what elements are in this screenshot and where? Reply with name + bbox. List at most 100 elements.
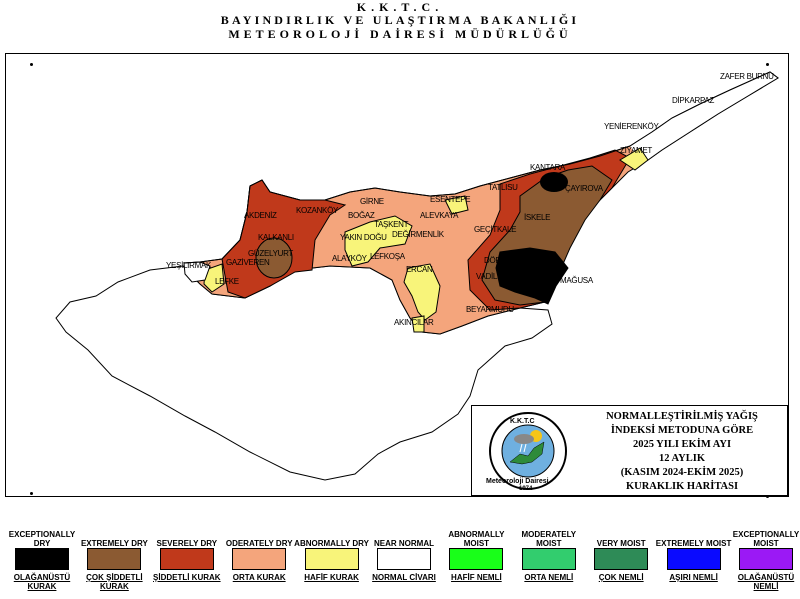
legend-item: VERY MOIST ÇOK NEMLİ	[581, 526, 661, 582]
place-label: YEŞİLIRMAK	[166, 261, 212, 270]
place-label: LEFKE	[215, 277, 239, 286]
corner-marker	[766, 495, 769, 498]
legend-item: EXCEPTIONALLY DRY OLAĞANÜSTÜ KURAK	[2, 526, 82, 591]
legend-item: EXTREMELY DRY ÇOK ŞİDDETLİ KURAK	[74, 526, 154, 591]
place-label: BOĞAZ	[348, 211, 375, 220]
place-label: KANTARA	[530, 163, 566, 172]
place-label: DÖRTYOL	[484, 256, 521, 265]
corner-marker	[30, 492, 33, 495]
legend-swatch	[15, 548, 69, 570]
info-line: İNDEKSİ METODUNA GÖRE	[610, 425, 754, 436]
legend-item: MODERATELY MOIST ORTA NEMLİ	[509, 526, 589, 582]
legend-item: ABNORMALLY DRY HAFİF KURAK	[292, 526, 372, 582]
header-line-1: K.K.T.C.	[356, 0, 444, 14]
place-label: KOZANKÖY	[296, 206, 339, 215]
legend-turkish-label: ORTA NEMLİ	[524, 573, 574, 582]
kantara-exceptionally-dry	[540, 172, 568, 192]
legend-item: ODERATELY DRY ORTA KURAK	[219, 526, 299, 582]
place-label: YAKIN DOĞU	[340, 233, 387, 242]
info-line: NORMALLEŞTİRİLMİŞ YAĞIŞ	[606, 411, 758, 422]
legend-turkish-label: ŞİDDETLİ KURAK	[153, 573, 221, 582]
place-label: ERCAN	[406, 265, 433, 274]
info-line: (KASIM 2024-EKİM 2025)	[620, 467, 744, 478]
place-label: YENİERENKÖY	[604, 122, 659, 131]
place-label: ZİYAMET	[620, 146, 652, 155]
info-line: 2025 YILI EKİM AYI	[632, 439, 732, 450]
place-label: KALKANLI	[258, 233, 294, 242]
legend-english-label: ABNORMALLY MOIST	[448, 530, 505, 548]
legend-english-label: NEAR NORMAL	[374, 539, 434, 548]
place-label: ÇAYIROVA	[565, 184, 603, 193]
legend-swatch	[304, 548, 359, 570]
place-label: TATLISU	[488, 183, 518, 192]
legend-swatch	[87, 548, 142, 570]
guzelyurt-extremely-dry	[255, 237, 293, 279]
place-label: AKDENİZ	[244, 211, 277, 220]
legend-turkish-label: NORMAL CİVARI	[372, 573, 436, 582]
place-label: GEÇİTKALE	[474, 225, 517, 234]
legend-english-label: EXTREMELY DRY	[80, 539, 148, 548]
place-label: MAĞUSA	[560, 276, 593, 285]
legend-item: EXTREMELY MOIST AŞIRI NEMLİ	[654, 526, 734, 582]
place-label: GÜZELYURT	[248, 249, 294, 258]
map-frame	[5, 53, 789, 497]
legend-turkish-label: ÇOK ŞİDDETLİ KURAK	[86, 573, 143, 591]
place-label: ESENTEPE	[430, 195, 471, 204]
legend: EXCEPTIONALLY DRY OLAĞANÜSTÜ KURAK EXTREME…	[0, 526, 800, 599]
place-label: TAŞKENT	[374, 220, 409, 229]
logo-year-text: 1974	[519, 486, 533, 492]
legend-turkish-label: OLAĞANÜSTÜ NEMLİ	[737, 573, 795, 591]
karpaz-near-normal	[630, 72, 778, 160]
place-label: DEĞİRMENLİK	[392, 230, 444, 239]
place-label: ZAFER BURNU	[720, 72, 774, 81]
legend-swatch	[666, 548, 721, 570]
legend-swatch	[232, 548, 287, 570]
logo-bottom-text: Meteoroloji Dairesi	[486, 478, 549, 485]
lefkosa-abnormally-dry	[344, 215, 413, 267]
place-label: LEFKOŞA	[370, 252, 405, 261]
legend-english-label: ODERATELY DRY	[225, 539, 293, 548]
place-label: BEYARMUDU	[466, 305, 514, 314]
legend-swatch	[159, 548, 214, 570]
legend-turkish-label: OLAĞANÜSTÜ KURAK	[13, 573, 71, 591]
place-label: ALEVKAYA	[420, 211, 459, 220]
place-label: VADİLİ	[476, 272, 499, 281]
header-line-3: METEOROLOJİ DAİRESİ MÜDÜRLÜĞÜ	[228, 27, 572, 41]
legend-swatch	[449, 548, 504, 570]
legend-turkish-label: HAFİF KURAK	[304, 573, 359, 582]
akincilar-abnormally-dry	[411, 315, 425, 333]
legend-english-label: EXCEPTIONALLY DRY	[8, 530, 76, 548]
legend-swatch	[521, 548, 576, 570]
legend-turkish-label: AŞIRI NEMLİ	[669, 573, 718, 582]
legend-turkish-label: HAFİF NEMLİ	[451, 573, 502, 582]
place-label: ALAYKÖY	[332, 254, 367, 263]
place-label: İSKELE	[524, 213, 551, 222]
info-line: KURAKLIK HARİTASI	[625, 481, 739, 492]
info-line: 12 AYLIK	[658, 453, 705, 464]
legend-item: NEAR NORMAL NORMAL CİVARI	[364, 526, 444, 582]
legend-swatch	[739, 548, 793, 570]
info-box: K.K.T.C Meteoroloji Dairesi 1974 NORMALL…	[471, 405, 788, 496]
north-coastline	[183, 71, 779, 264]
logo-top-text: K.K.T.C	[510, 418, 535, 425]
place-label: GİRNE	[360, 197, 384, 206]
legend-turkish-label: ORTA KURAK	[232, 573, 286, 582]
corner-marker	[30, 63, 33, 66]
legend-item: ABNORMALLY MOIST HAFİF NEMLİ	[436, 526, 516, 582]
place-label: AKINCILAR	[394, 318, 434, 327]
corner-marker	[766, 63, 769, 66]
esentepe-abnormally-dry	[444, 195, 469, 215]
legend-english-label: EXCEPTIONALLY MOIST	[732, 530, 800, 548]
legend-english-label: ABNORMALLY DRY	[294, 539, 369, 548]
header-line-2: BAYINDIRLIK VE ULAŞTIRMA BAKANLIĞI	[220, 13, 580, 27]
legend-english-label: MODERATELY MOIST	[521, 530, 577, 548]
meteorology-logo	[489, 412, 567, 490]
legend-turkish-label: ÇOK NEMLİ	[598, 573, 644, 582]
legend-item: EXCEPTIONALLY MOIST OLAĞANÜSTÜ NEMLİ	[726, 526, 800, 591]
legend-swatch	[594, 548, 649, 570]
legend-item: SEVERELY DRY ŞİDDETLİ KURAK	[147, 526, 227, 582]
lefke-abnormally-dry	[203, 263, 225, 293]
magusa-exceptionally-dry	[495, 247, 569, 305]
ercan-abnormally-dry	[403, 263, 441, 321]
